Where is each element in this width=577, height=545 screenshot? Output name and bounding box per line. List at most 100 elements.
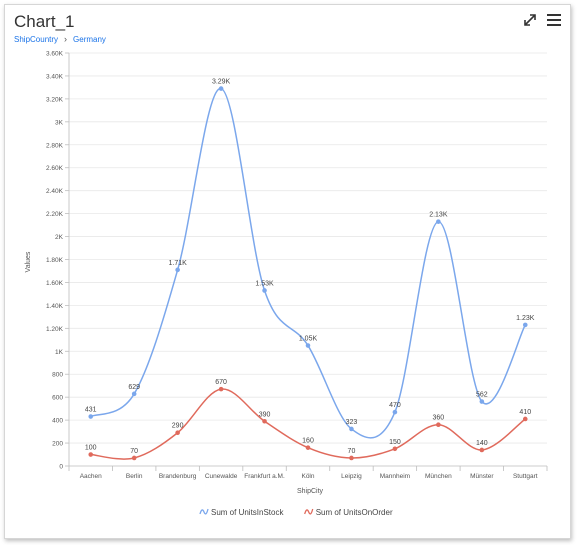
chart-card: Chart_1 ShipCountry › Germany bbox=[4, 4, 571, 539]
data-point bbox=[175, 267, 180, 273]
menu-button[interactable] bbox=[546, 12, 562, 28]
x-tick-label: München bbox=[425, 473, 452, 480]
y-axis-title: Values bbox=[25, 251, 32, 272]
y-tick-label: 1K bbox=[55, 349, 64, 356]
y-tick-label: 1.40K bbox=[46, 303, 64, 310]
data-label: 70 bbox=[130, 448, 138, 455]
data-label: 3.29K bbox=[212, 79, 231, 86]
breadcrumb-ship-country[interactable]: ShipCountry bbox=[14, 34, 59, 44]
legend-line-icon bbox=[199, 508, 209, 515]
data-label: 562 bbox=[476, 392, 488, 399]
data-point bbox=[522, 416, 528, 422]
y-tick-label: 3K bbox=[55, 119, 64, 126]
y-tick-label: 2.80K bbox=[46, 142, 64, 149]
chart-toolbar bbox=[522, 12, 562, 28]
data-label: 1.05K bbox=[299, 336, 318, 343]
data-label: 1.71K bbox=[168, 260, 187, 267]
y-tick-label: 600 bbox=[52, 395, 63, 402]
x-tick-label: Frankfurt a.M. bbox=[244, 473, 285, 480]
x-tick-label: Stuttgart bbox=[513, 473, 538, 480]
y-tick-label: 1.20K bbox=[46, 326, 64, 333]
legend-item-label: Sum of UnitsInStock bbox=[211, 508, 284, 517]
x-tick-label: Mannheim bbox=[380, 473, 410, 480]
data-point bbox=[175, 430, 180, 436]
data-point bbox=[305, 343, 311, 348]
data-point bbox=[522, 322, 528, 328]
data-point bbox=[479, 447, 485, 453]
y-tick-label: 0 bbox=[59, 464, 63, 471]
series-line-1 bbox=[90, 87, 526, 439]
data-label: 470 bbox=[389, 402, 401, 409]
x-axis-title: ShipCity bbox=[297, 488, 324, 495]
x-tick-label: Köln bbox=[301, 473, 314, 480]
x-tick-label: Aachen bbox=[80, 473, 102, 480]
data-point bbox=[392, 446, 398, 452]
data-label: 70 bbox=[348, 448, 356, 455]
x-tick-label: Brandenburg bbox=[159, 473, 197, 480]
y-tick-label: 2.40K bbox=[46, 188, 64, 195]
data-label: 100 bbox=[85, 445, 97, 452]
data-point bbox=[262, 288, 267, 293]
data-point bbox=[436, 422, 441, 428]
legend-item-label: Sum of UnitsOnOrder bbox=[316, 508, 393, 517]
breadcrumb-germany[interactable]: Germany bbox=[73, 34, 106, 44]
data-point bbox=[262, 418, 267, 424]
data-point bbox=[305, 445, 311, 450]
data-label: 323 bbox=[346, 419, 358, 426]
legend-line-icon bbox=[304, 508, 314, 515]
x-tick-label: Cunewalde bbox=[205, 473, 238, 480]
data-point bbox=[392, 409, 398, 415]
x-tick-label: Münster bbox=[470, 473, 494, 480]
data-labels: 431 629 1.71K 3.29K 1.53K 1.05K 323 470 2.13K 562… bbox=[85, 79, 535, 455]
data-point bbox=[479, 399, 485, 404]
data-label: 2.13K bbox=[429, 212, 448, 219]
y-tick-label: 1.60K bbox=[46, 280, 64, 287]
data-label: 629 bbox=[128, 384, 140, 391]
y-tick-label: 2.20K bbox=[46, 211, 64, 218]
data-label: 360 bbox=[433, 415, 445, 422]
series-points bbox=[88, 86, 528, 461]
hamburger-menu-icon bbox=[547, 14, 561, 26]
series-lines bbox=[90, 87, 526, 460]
expand-arrows-icon bbox=[524, 14, 536, 26]
data-point bbox=[88, 452, 94, 457]
y-tick-label: 400 bbox=[52, 418, 63, 425]
y-tick-label: 2K bbox=[55, 234, 64, 241]
data-label: 150 bbox=[389, 439, 401, 446]
data-label: 1.23K bbox=[516, 315, 535, 322]
data-label: 1.53K bbox=[255, 280, 274, 287]
data-point bbox=[218, 386, 224, 392]
y-tick-label: 3.60K bbox=[46, 51, 64, 58]
chart-title: Chart_1 bbox=[14, 12, 75, 31]
y-tick-label: 1.80K bbox=[46, 257, 64, 264]
y-tick-label: 3.20K bbox=[46, 96, 64, 103]
x-tick-label: Berlin bbox=[126, 473, 143, 480]
data-point bbox=[218, 86, 224, 91]
breadcrumb: ShipCountry › Germany bbox=[14, 34, 106, 44]
y-tick-label: 200 bbox=[52, 441, 63, 448]
data-point bbox=[88, 414, 94, 419]
data-label: 431 bbox=[85, 407, 97, 414]
data-label: 410 bbox=[519, 409, 531, 416]
data-label: 140 bbox=[476, 440, 488, 447]
data-label: 670 bbox=[215, 379, 227, 386]
y-axis: 0 200 400 600 800 1K 1.20K 1.40K 1.60K 1.80K 2K 2.2… bbox=[46, 51, 70, 471]
y-tick-label: 2.60K bbox=[46, 165, 64, 172]
x-axis: Aachen Berlin Brandenburg Cunewalde Frankfur… bbox=[68, 466, 548, 480]
chart-legend: Sum of UnitsInStock Sum of UnitsOnOrder bbox=[199, 508, 393, 517]
data-point bbox=[349, 455, 354, 461]
data-label: 390 bbox=[259, 411, 271, 418]
y-tick-label: 800 bbox=[52, 372, 63, 379]
chart-grid bbox=[69, 52, 547, 467]
data-point bbox=[131, 391, 137, 397]
expand-button[interactable] bbox=[522, 12, 538, 28]
data-point bbox=[131, 455, 137, 461]
data-point bbox=[349, 426, 354, 432]
data-label: 160 bbox=[302, 438, 314, 445]
data-label: 290 bbox=[172, 423, 184, 430]
data-point bbox=[436, 219, 441, 224]
y-tick-label: 3.40K bbox=[46, 73, 64, 80]
breadcrumb-separator: › bbox=[64, 34, 68, 44]
x-tick-label: Leipzig bbox=[341, 473, 362, 480]
